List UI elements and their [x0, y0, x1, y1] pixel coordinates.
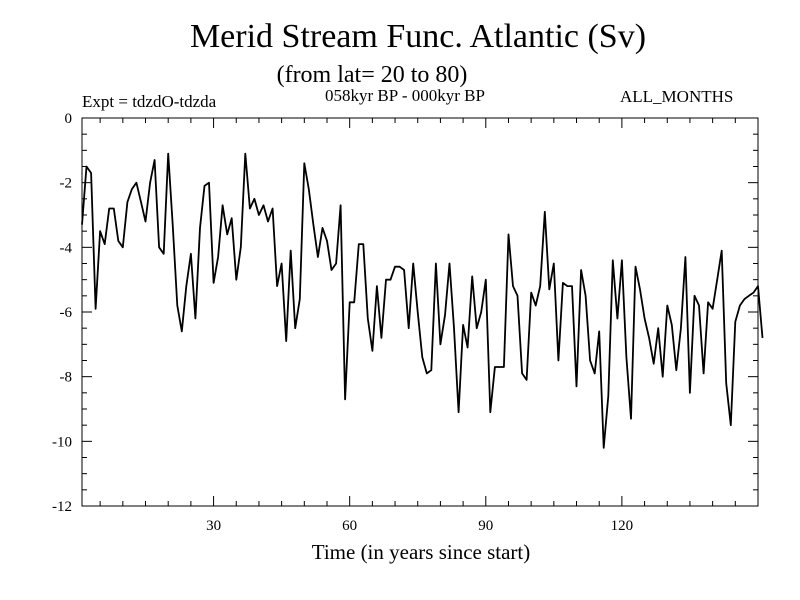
y-tick-label: -12	[52, 499, 72, 515]
experiment-label: Expt = tdzdO-tdzda	[82, 92, 217, 111]
x-tick-label: 30	[206, 518, 221, 534]
x-axis-label: Time (in years since start)	[311, 540, 531, 564]
months-label: ALL_MONTHS	[620, 87, 734, 106]
x-tick-label: 90	[478, 518, 493, 534]
chart-subtitle: (from lat= 20 to 80)	[276, 62, 468, 88]
y-tick-label: -10	[52, 434, 72, 450]
y-tick-label: 0	[65, 111, 73, 127]
x-tick-label: 120	[611, 518, 634, 534]
series-line	[81, 152, 764, 449]
chart-title: Merid Stream Func. Atlantic (Sv)	[189, 18, 647, 55]
period-label: 058kyr BP - 000kyr BP	[325, 86, 485, 105]
y-tick-label: -2	[60, 176, 73, 192]
y-tick-label: -4	[60, 240, 73, 256]
y-tick-label: -8	[60, 370, 73, 386]
x-tick-label: 60	[342, 518, 357, 534]
y-tick-label: -6	[60, 305, 73, 321]
